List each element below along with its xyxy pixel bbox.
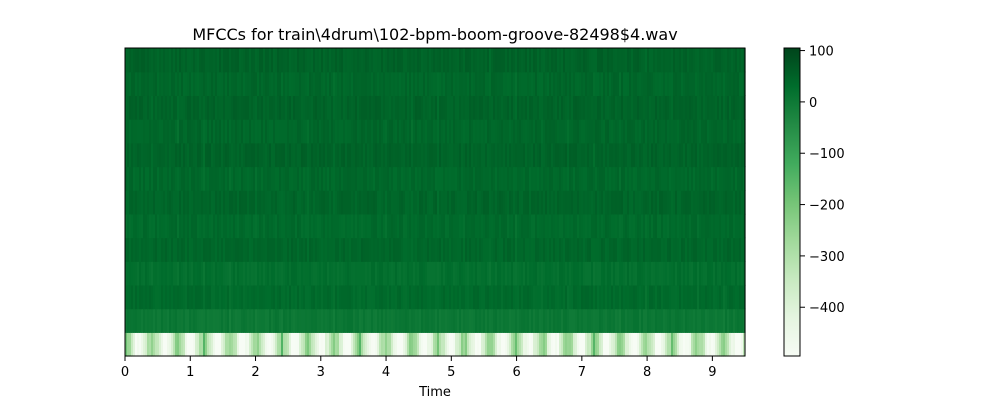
x-tick-label: 1	[186, 365, 194, 380]
colorbar-tick-label: −400	[809, 301, 845, 316]
x-axis-label: Time	[418, 385, 451, 400]
colorbar-tick-label: −100	[809, 147, 845, 162]
x-tick-label: 0	[121, 365, 129, 380]
colorbar-tick-label: −300	[809, 250, 845, 265]
x-tick-label: 7	[578, 365, 586, 380]
x-tick-label: 5	[447, 365, 455, 380]
x-tick-label: 8	[643, 365, 651, 380]
chart-title: MFCCs for train\4drum\102-bpm-boom-groov…	[192, 25, 677, 44]
x-tick-label: 4	[382, 365, 390, 380]
x-tick-label: 3	[317, 365, 325, 380]
colorbar-ticks: 100 0 −100 −200 −300 −400	[800, 45, 845, 317]
x-tick-label: 9	[708, 365, 716, 380]
x-tick-label: 6	[512, 365, 520, 380]
colorbar-tick-label: −200	[809, 199, 845, 214]
heatmap-cells	[125, 48, 746, 357]
x-axis-ticks: 0 1 2 3 4 5 6 7 8 9	[121, 356, 717, 380]
colorbar-tick-label: 100	[809, 45, 834, 60]
x-tick-label: 2	[251, 365, 259, 380]
colorbar-tick-label: 0	[809, 96, 817, 111]
colorbar	[784, 48, 800, 356]
